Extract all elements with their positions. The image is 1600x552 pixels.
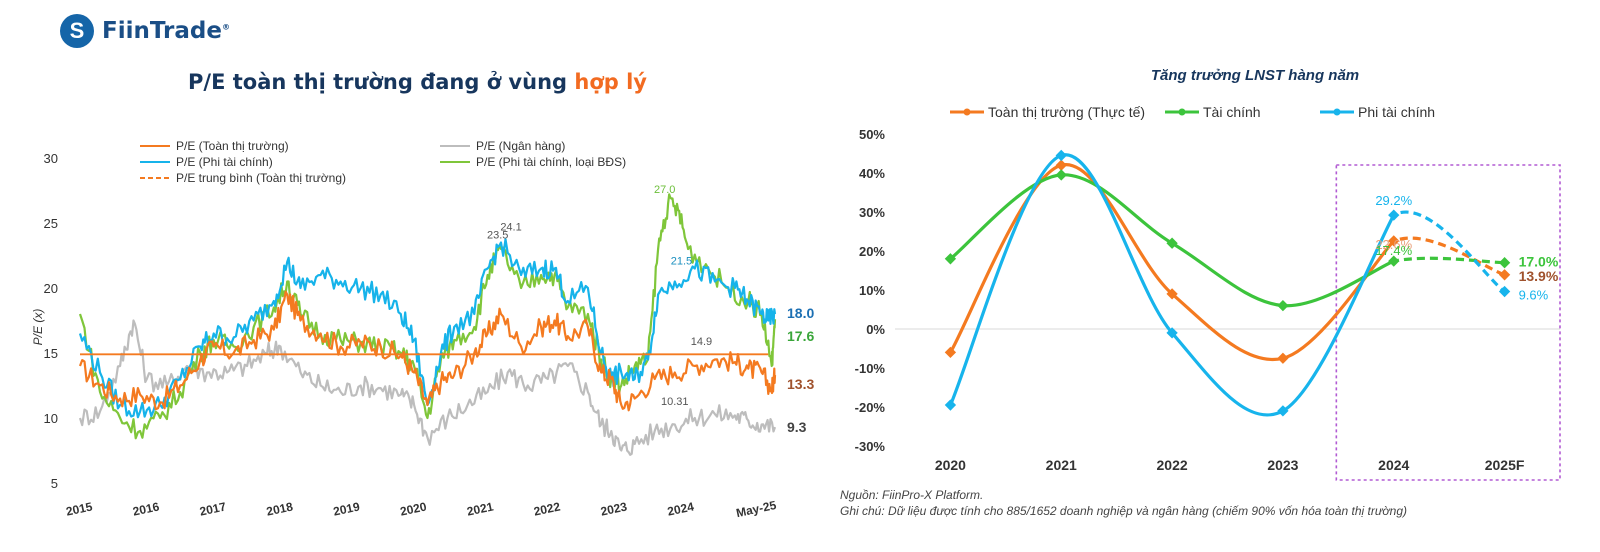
- data-annotation: 21.5: [671, 256, 692, 268]
- profit-growth-chart: Tăng trưởng LNST hàng năm Toàn thị trường…: [855, 67, 1561, 481]
- fiintrade-logo: S FiinTrade®: [60, 14, 230, 48]
- nonfinancial-growth-line: [948, 153, 1396, 417]
- data-point-marker: [1055, 159, 1067, 171]
- legend-label: Phi tài chính: [1358, 104, 1435, 120]
- note-line: Ghi chú: Dữ liệu được tính cho 885/1652 …: [840, 504, 1408, 518]
- x-tick-label: May-25: [735, 498, 778, 520]
- fiintrade-logo-icon: S: [60, 14, 94, 48]
- legend-label: Tài chính: [1203, 104, 1261, 120]
- x-tick-label: 2022: [532, 499, 561, 518]
- data-annotation: 24.1: [500, 222, 521, 234]
- x-tick-label: 2021: [1046, 457, 1077, 473]
- x-tick-label: 2021: [466, 499, 495, 518]
- legend-label: P/E (Phi tài chính): [176, 155, 273, 169]
- y-tick-label: -30%: [855, 439, 886, 454]
- data-point-marker: [1388, 255, 1400, 267]
- market-growth-line: [949, 163, 1395, 362]
- data-label: 22.6%: [1375, 237, 1412, 252]
- x-tick-label: 2016: [131, 499, 160, 518]
- end-value-label: 13.3: [787, 376, 814, 392]
- brand-name: FiinTrade®: [102, 18, 230, 44]
- y-tick-label: 30%: [859, 205, 885, 220]
- y-tick-label: -10%: [855, 361, 886, 376]
- legend-label: P/E (Phi tài chính, loại BĐS): [476, 155, 626, 169]
- source-line: Nguồn: FiinPro-X Platform.: [840, 488, 984, 502]
- y-axis-label: P/E (x): [31, 309, 45, 346]
- data-point-marker: [1498, 269, 1511, 281]
- data-point-marker: [1277, 299, 1289, 312]
- y-tick-label: 15: [44, 346, 58, 361]
- data-annotation: 23.5: [487, 230, 508, 242]
- y-tick-label: 20%: [859, 244, 885, 259]
- data-annotation: 27.0: [654, 184, 675, 196]
- y-tick-label: 25: [44, 216, 58, 231]
- y-tick-label: 10: [44, 411, 58, 426]
- data-label: 17.0%: [1519, 254, 1559, 270]
- pe-market-line: [78, 290, 777, 412]
- data-label: 13.9%: [1519, 268, 1559, 284]
- x-tick-label: 2022: [1157, 457, 1188, 473]
- x-tick-label: 2024: [666, 499, 695, 518]
- x-tick-label: 2020: [935, 457, 966, 473]
- data-point-marker: [1498, 257, 1511, 269]
- growth-chart-title: Tăng trưởng LNST hàng năm: [1151, 67, 1359, 84]
- data-point-marker: [1388, 235, 1400, 247]
- data-label: 9.6%: [1519, 288, 1549, 303]
- x-tick-label: 2024: [1378, 457, 1409, 473]
- pe-title-prefix: P/E toàn thị trường đang ở vùng: [188, 70, 575, 94]
- forecast-box: [1335, 164, 1561, 481]
- data-annotation: 14.9: [691, 336, 712, 348]
- data-label: 29.2%: [1375, 193, 1412, 208]
- end-value-label: 18.0: [787, 305, 814, 321]
- legend-marker: [1333, 108, 1341, 116]
- y-tick-label: 20: [44, 281, 58, 296]
- x-tick-label: 2015: [65, 499, 94, 518]
- x-tick-label: 2019: [332, 499, 361, 518]
- y-tick-label: -20%: [855, 400, 886, 415]
- y-tick-label: 30: [44, 151, 58, 166]
- data-point-marker: [1277, 352, 1289, 364]
- data-point-marker: [944, 399, 957, 411]
- legend-label: P/E (Toàn thị trường): [176, 139, 289, 153]
- y-tick-label: 10%: [859, 283, 885, 298]
- data-point-marker: [1388, 209, 1400, 221]
- y-tick-label: 0%: [866, 322, 885, 337]
- x-tick-label: 2020: [399, 499, 428, 518]
- y-tick-label: 50%: [859, 127, 885, 142]
- legend-marker: [963, 108, 971, 116]
- x-tick-label: 2018: [265, 499, 294, 518]
- y-tick-label: 40%: [859, 166, 885, 181]
- pe-nonfinancial-line: [78, 238, 777, 419]
- registered-mark: ®: [221, 22, 230, 32]
- data-point-marker: [1055, 169, 1067, 181]
- end-value-label: 17.6: [787, 328, 814, 344]
- legend-label: P/E (Ngân hàng): [476, 139, 565, 153]
- legend-marker: [1178, 108, 1186, 116]
- pe-chart: 5 10 15 20 25 30 P/E (x) 2015 2016 2017 2018 2019 20…: [31, 139, 814, 520]
- data-point-marker: [1498, 285, 1511, 298]
- legend-label: Toàn thị trường (Thực tế): [988, 104, 1145, 120]
- data-label: 17.4%: [1375, 243, 1412, 258]
- source-note: Nguồn: FiinPro-X Platform. Ghi chú: Dữ l…: [840, 487, 1407, 519]
- pe-title-highlight: hợp lý: [574, 70, 647, 94]
- x-tick-label: 2023: [599, 499, 628, 518]
- legend-label: P/E trung bình (Toàn thị trường): [176, 171, 346, 185]
- y-tick-label: 5: [51, 476, 58, 491]
- pe-chart-title: P/E toàn thị trường đang ở vùng hợp lý: [0, 70, 835, 94]
- x-tick-label: 2023: [1267, 457, 1298, 473]
- x-tick-label: 2025F: [1485, 457, 1525, 473]
- data-point-marker: [1055, 149, 1067, 162]
- end-value-label: 9.3: [787, 419, 807, 435]
- x-tick-label: 2017: [198, 499, 227, 518]
- data-annotation: 10.31: [661, 396, 689, 408]
